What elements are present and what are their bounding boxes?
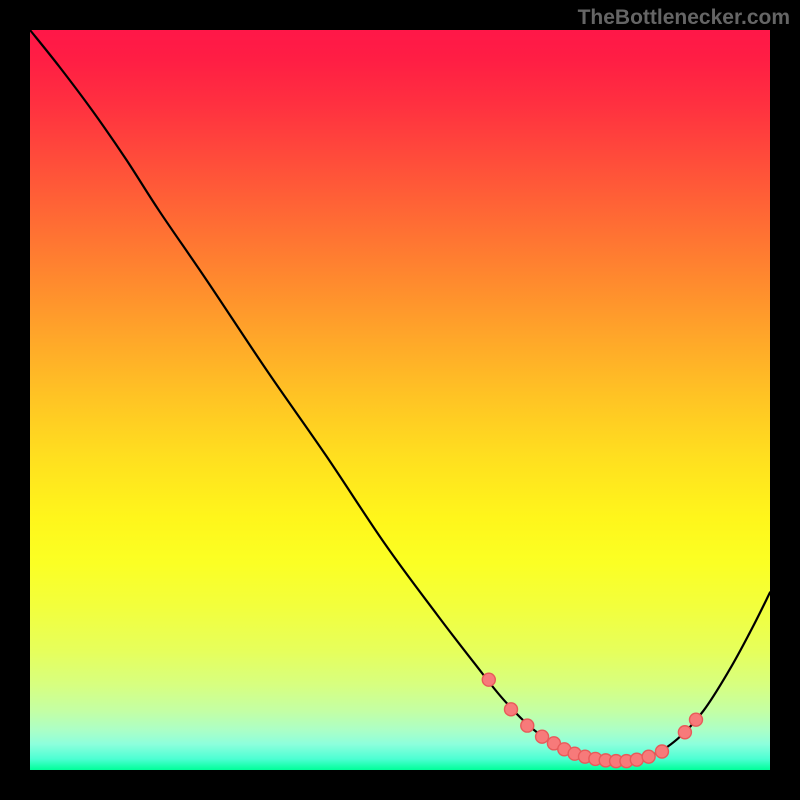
marker-point <box>655 745 668 758</box>
marker-point <box>521 719 534 732</box>
chart-stage: TheBottlenecker.com <box>0 0 800 800</box>
marker-point <box>642 750 655 763</box>
bottleneck-plot-area <box>30 30 770 770</box>
marker-point <box>482 673 495 686</box>
marker-point <box>690 713 703 726</box>
marker-point <box>678 726 691 739</box>
bottleneck-markers <box>482 673 702 767</box>
watermark-label: TheBottlenecker.com <box>578 6 790 30</box>
marker-point <box>536 730 549 743</box>
marker-point <box>630 753 643 766</box>
bottleneck-curve <box>30 30 770 762</box>
marker-point <box>505 703 518 716</box>
bottleneck-curve-layer <box>30 30 770 770</box>
